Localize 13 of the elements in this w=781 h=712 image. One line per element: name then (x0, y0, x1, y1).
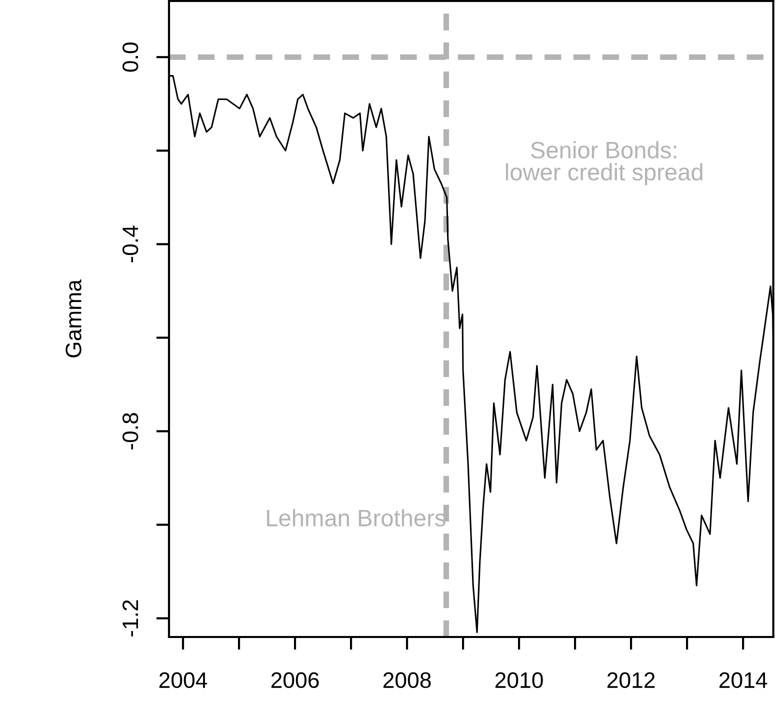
x-tick-label: 2012 (607, 672, 655, 688)
x-tick-label: 2010 (495, 672, 543, 688)
x-tick-label: 2006 (271, 672, 319, 688)
annotation: Senior Bonds: lower credit spread (506, 141, 702, 186)
ref-line-label: Lehman Brothers (267, 509, 446, 526)
y-tick-label: -0.4 (122, 226, 138, 262)
x-tick-label: 2008 (383, 672, 431, 688)
x-tick-label: 2014 (719, 672, 768, 688)
x-tick-label: 2004 (159, 672, 208, 688)
y-tick-label: 0.0 (122, 42, 138, 72)
y-tick-label: -1.2 (122, 600, 138, 636)
y-axis-title: Gamma (66, 279, 82, 358)
y-tick-label: -0.8 (122, 413, 138, 450)
